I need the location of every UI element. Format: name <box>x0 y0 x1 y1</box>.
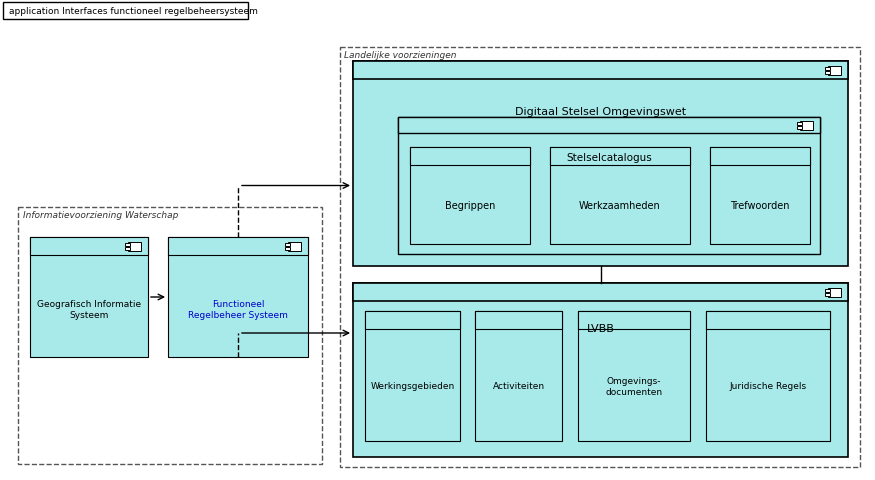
Text: LVBB: LVBB <box>586 324 614 333</box>
Bar <box>828 288 841 298</box>
Bar <box>825 293 830 296</box>
Bar <box>706 312 830 329</box>
Text: Landelijke voorzieningen: Landelijke voorzieningen <box>344 51 457 60</box>
Text: Werkzaamheden: Werkzaamheden <box>579 201 661 211</box>
Bar <box>30 238 148 357</box>
Bar <box>168 238 308 357</box>
Bar <box>410 148 530 244</box>
Bar <box>128 242 141 252</box>
Text: Juridische Regels: Juridische Regels <box>730 382 807 391</box>
Bar <box>710 148 810 166</box>
Text: Functioneel
Regelbeheer Systeem: Functioneel Regelbeheer Systeem <box>188 300 288 319</box>
Bar <box>797 127 802 130</box>
Text: Activiteiten: Activiteiten <box>493 382 544 391</box>
Bar <box>706 312 830 441</box>
Text: Omgevings-
documenten: Omgevings- documenten <box>606 376 662 396</box>
Text: Informatievoorziening Waterschap: Informatievoorziening Waterschap <box>23 211 178 220</box>
Bar <box>125 248 130 251</box>
Bar <box>168 238 308 255</box>
Bar <box>398 118 820 254</box>
Text: application Interfaces functioneel regelbeheersysteem: application Interfaces functioneel regel… <box>9 7 258 16</box>
Bar <box>340 48 860 467</box>
Bar <box>828 67 841 76</box>
Bar <box>475 312 562 329</box>
Bar <box>550 148 690 244</box>
Bar <box>825 289 830 292</box>
Bar <box>30 238 148 255</box>
Text: Begrippen: Begrippen <box>444 201 495 211</box>
Text: Geografisch Informatie
Systeem: Geografisch Informatie Systeem <box>37 300 141 319</box>
Bar <box>3 3 248 20</box>
Text: Trefwoorden: Trefwoorden <box>731 201 790 211</box>
Bar <box>578 312 690 441</box>
Bar <box>125 243 130 247</box>
Bar <box>285 243 290 247</box>
Bar <box>797 123 802 126</box>
Bar <box>353 62 848 266</box>
Bar <box>285 248 290 251</box>
Bar <box>353 62 848 80</box>
Text: Werkingsgebieden: Werkingsgebieden <box>370 382 455 391</box>
Bar <box>710 148 810 244</box>
Bar <box>398 118 820 134</box>
Bar <box>410 148 530 166</box>
Bar <box>288 242 301 252</box>
Bar <box>825 68 830 71</box>
Text: Digitaal Stelsel Omgevingswet: Digitaal Stelsel Omgevingswet <box>514 107 686 117</box>
Bar <box>365 312 460 441</box>
Text: Stelselcatalogus: Stelselcatalogus <box>566 153 652 163</box>
Bar <box>18 207 322 464</box>
Bar <box>365 312 460 329</box>
Bar <box>825 72 830 75</box>
Bar <box>550 148 690 166</box>
Bar <box>353 283 848 301</box>
Bar <box>578 312 690 329</box>
Bar <box>800 122 813 131</box>
Bar <box>353 283 848 457</box>
Bar <box>475 312 562 441</box>
